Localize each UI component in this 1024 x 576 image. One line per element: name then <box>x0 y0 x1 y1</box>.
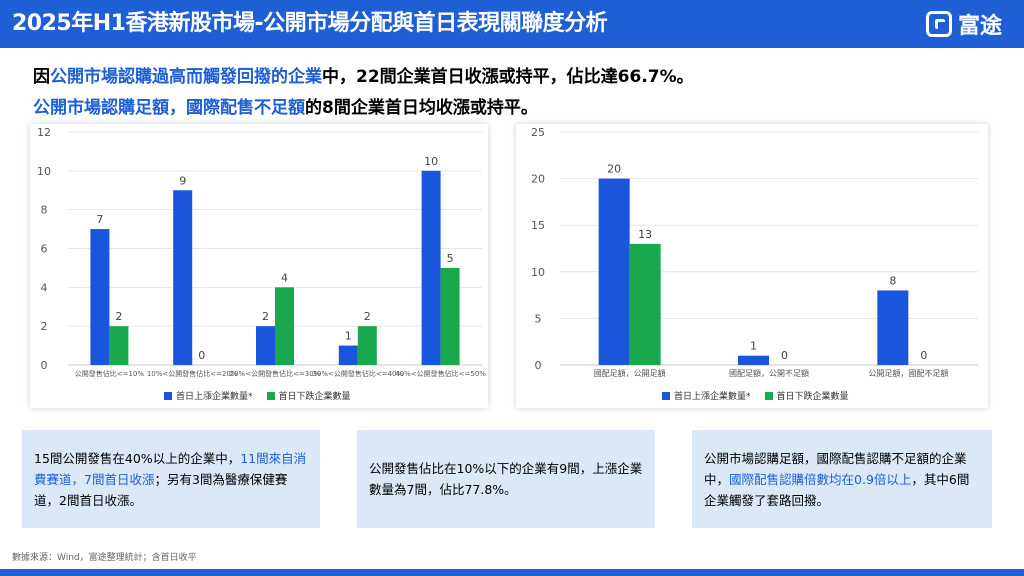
y-tick-label: 0 <box>535 359 542 372</box>
data-label: 2 <box>364 310 371 323</box>
legend-swatch-fall <box>764 391 773 400</box>
chart-right-svg: 05101520252013國配足額，公開足額10國配足額，公開不足額80公開足… <box>531 126 978 378</box>
chart-left-legend: 首日上漲企業數量* 首日下跌企業數量 <box>164 389 365 402</box>
source-note: 數據來源：Wind，富途整理統計；含首日收平 <box>12 553 197 563</box>
data-label: 4 <box>281 271 288 284</box>
headline-text: 的8間企業首日均收漲或持平。 <box>305 98 538 118</box>
futu-logo-icon <box>925 11 952 37</box>
legend-item-fall: 首日下跌企業數量 <box>266 389 351 402</box>
legend-label-fall: 首日下跌企業數量 <box>278 392 351 402</box>
page-title: 2025年H1香港新股市場-公開市場分配與首日表現關聯度分析 <box>12 11 608 36</box>
logo-text: 富途 <box>957 14 1002 39</box>
category-label: 10%<公開發售佔比<=20% <box>147 369 238 378</box>
legend-label-rise: 首日上漲企業數量* <box>674 392 751 402</box>
y-tick-label: 4 <box>41 281 48 294</box>
note-left-text: 15間公開發售在40%以上的企業中，11間來自消費賽道，7間首日收漲；另有3間為… <box>34 448 308 511</box>
data-label: 1 <box>750 340 757 353</box>
y-tick-label: 10 <box>37 165 51 178</box>
headline-line-2: 公開市場認購足額，國際配售不足額的8間企業首日均收漲或持平。 <box>33 93 538 118</box>
bar-fall <box>629 243 661 365</box>
note-right-text: 公開市場認購足額，國際配售認購不足額的企業中，國際配售認購倍數均在0.9倍以上，… <box>704 448 980 511</box>
note-text: ，其中6間企業觸發了套路回撥。 <box>704 471 970 508</box>
footer-bar <box>0 569 1024 576</box>
chart-right-legend: 首日上漲企業數量* 首日下跌企業數量 <box>662 389 863 402</box>
category-label: 20%<公開發售佔比<=30% <box>230 369 321 378</box>
chart-left-svg: 02468101272公開發售佔比<=10%9010%<公開發售佔比<=20%2… <box>37 126 486 378</box>
legend-swatch-rise <box>164 391 172 400</box>
data-label: 1 <box>345 330 352 343</box>
chart-public-offering-ratio: 0 2 4 6 8 10 12 7 2 公開發售佔比<=10% 9 0 10%<公開發售佔比<=20% 2… <box>30 124 488 408</box>
category-label: 30%<公開發售佔比<=40% <box>312 369 403 378</box>
legend-item-rise: 首日上漲企業數量* <box>662 389 751 402</box>
bar-rise <box>877 290 909 365</box>
data-label: 13 <box>638 228 652 241</box>
note-highlight: 11間來自消費賽道，7間首日收漲 <box>34 450 307 487</box>
headline-text: 因 <box>33 67 50 87</box>
y-tick-label: 10 <box>531 266 545 279</box>
category-label: 公開發售佔比<=10% <box>75 369 145 378</box>
y-tick-label: 2 <box>41 320 48 333</box>
data-label: 20 <box>607 163 621 176</box>
legend-item-fall: 首日下跌企業數量 <box>764 389 849 402</box>
bar-fall <box>275 287 294 365</box>
bar-fall <box>357 326 377 365</box>
data-label: 8 <box>889 274 896 287</box>
bar-rise <box>173 190 193 365</box>
bar-rise <box>738 355 769 365</box>
category-label: 40%<公開發售佔比<=50% <box>395 369 486 378</box>
category-label: 國配足額，公開不足額 <box>729 368 809 378</box>
header-bar: 2025年H1香港新股市場-公開市場分配與首日表現關聯度分析 富途 <box>0 0 1024 48</box>
headline-highlight: 公開市場認購足額，國際配售不足額 <box>33 98 305 118</box>
bar-rise <box>338 345 358 365</box>
chart-allocation-subscription: 0 5 10 15 20 25 20 13 國配足額，公開足額 1 0 國配足額，公開不足額 8 0 公開足… <box>516 124 988 408</box>
legend-label-fall: 首日下跌企業數量 <box>776 392 849 402</box>
data-label: 5 <box>447 252 454 265</box>
note-box-middle: 公開發售佔比在10%以下的企業有9間，上漲企業數量為7間，佔比77.8%。 <box>357 430 655 528</box>
note-highlight: 國際配售認購倍數均在0.9倍以上 <box>729 471 912 487</box>
note-box-right: 公開市場認購足額，國際配售認購不足額的企業中，國際配售認購倍數均在0.9倍以上，… <box>692 430 992 528</box>
data-label: 2 <box>115 310 122 323</box>
note-box-left: 15間公開發售在40%以上的企業中，11間來自消費賽道，7間首日收漲；另有3間為… <box>22 430 320 528</box>
headline-line-1: 因公開市場認購過高而觸發回撥的企業中，22間企業首日收漲或持平，佔比達66.7%… <box>33 62 694 87</box>
note-text: 15間公開發售在40%以上的企業中， <box>34 450 241 466</box>
bar-rise <box>90 229 110 365</box>
headline-text: 中，22間企業首日收漲或持平，佔比達66.7%。 <box>322 67 694 87</box>
y-tick-label: 15 <box>531 219 545 232</box>
data-label: 0 <box>920 349 927 362</box>
bar-fall <box>109 326 129 365</box>
y-tick-label: 8 <box>41 204 48 217</box>
headline-highlight: 公開市場認購過高而觸發回撥的企業 <box>50 67 322 87</box>
data-label: 9 <box>179 174 186 187</box>
bar-rise <box>421 170 441 365</box>
data-label: 0 <box>198 349 205 362</box>
legend-swatch-rise <box>662 391 670 400</box>
data-label: 2 <box>262 310 269 323</box>
bar-rise <box>256 326 275 365</box>
legend-item-rise: 首日上漲企業數量* <box>164 389 253 402</box>
data-label: 7 <box>96 213 103 226</box>
y-tick-label: 0 <box>41 359 48 372</box>
y-tick-label: 6 <box>41 243 48 256</box>
category-label: 公開足額，國配不足額 <box>868 368 948 378</box>
futu-logo: 富途 <box>925 7 1002 41</box>
y-tick-label: 25 <box>531 126 545 139</box>
note-middle-text: 公開發售佔比在10%以下的企業有9間，上漲企業數量為7間，佔比77.8%。 <box>369 461 643 497</box>
y-tick-label: 12 <box>37 126 51 139</box>
legend-swatch-fall <box>266 391 275 400</box>
legend-label-rise: 首日上漲企業數量* <box>176 392 253 402</box>
data-label: 10 <box>424 155 438 168</box>
y-tick-label: 20 <box>531 173 545 186</box>
y-tick-label: 5 <box>535 312 542 325</box>
bar-fall <box>440 267 460 365</box>
note-text: ；另有3間為醫療保健賽道，2間首日收漲。 <box>34 471 288 508</box>
bar-rise <box>598 178 630 365</box>
category-label: 國配足額，公開足額 <box>594 368 666 378</box>
data-label: 0 <box>781 349 788 362</box>
note-text: 公開市場認購足額，國際配售認購不足額的企業中， <box>704 450 967 487</box>
